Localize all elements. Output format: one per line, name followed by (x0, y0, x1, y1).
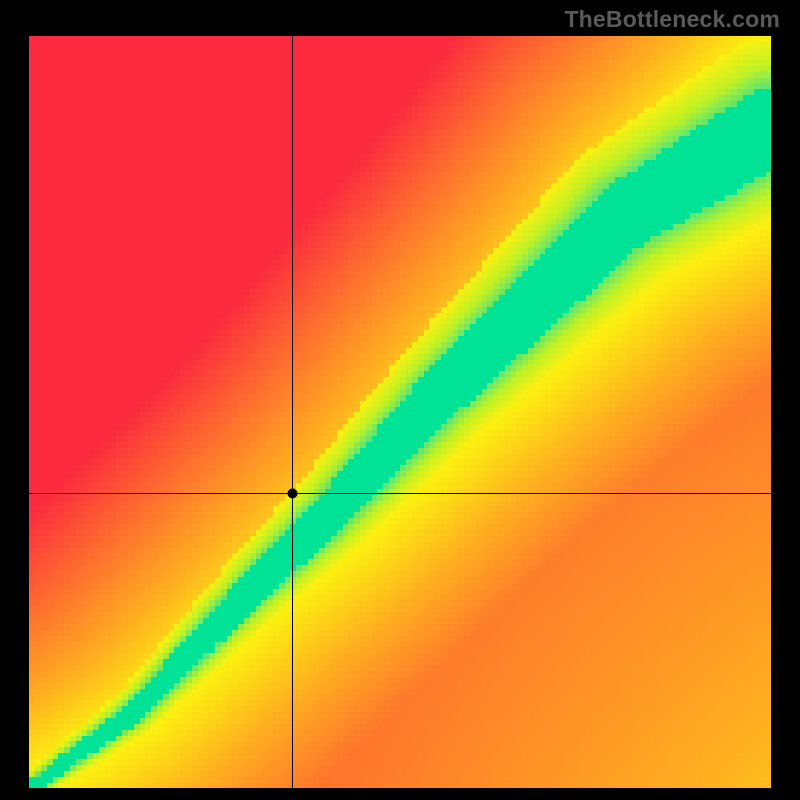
attribution-text: TheBottleneck.com (564, 6, 780, 33)
bottleneck-heatmap (29, 36, 771, 788)
chart-container: TheBottleneck.com (0, 0, 800, 800)
